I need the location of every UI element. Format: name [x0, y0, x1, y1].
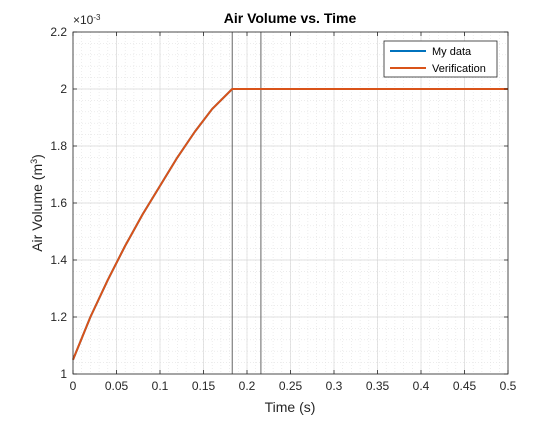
x-tick-label: 0.35 — [366, 379, 390, 393]
y-tick-label: 1.2 — [50, 310, 67, 324]
x-tick-label: 0.3 — [326, 379, 343, 393]
legend-box — [383, 40, 498, 78]
y-tick-label: 2 — [60, 82, 67, 96]
y-tick-label: 2.2 — [50, 25, 67, 39]
chart-title: Air Volume vs. Time — [224, 10, 357, 26]
y-axis-label: Air Volume (m3) — [29, 154, 45, 252]
x-tick-labels: 0 0.05 0.1 0.15 0.2 0.25 0.3 0.35 0.4 0.45 0.5 — [70, 379, 517, 393]
x-tick-label: 0.45 — [453, 379, 477, 393]
y-exponent-label: ×10-3 — [73, 13, 101, 28]
grid — [72, 31, 509, 375]
legend[interactable]: My data Verification — [383, 40, 498, 78]
x-tick-label: 0.5 — [500, 379, 517, 393]
x-tick-label: 0.15 — [192, 379, 216, 393]
y-axis-label-end: ) — [29, 154, 45, 159]
y-exponent-prefix: ×10 — [73, 13, 94, 27]
x-tick-label: 0.2 — [239, 379, 256, 393]
x-tick-label: 0.4 — [413, 379, 430, 393]
y-tick-label: 1.8 — [50, 139, 67, 153]
series-line-verification — [72, 88, 508, 361]
y-tick-label: 1.6 — [50, 196, 67, 210]
y-tick-labels: 1 1.2 1.4 1.6 1.8 2 2.2 — [50, 25, 67, 381]
x-tick-label: 0 — [70, 379, 77, 393]
y-tick-label: 1.4 — [50, 253, 67, 267]
y-exponent-power: -3 — [93, 13, 101, 22]
x-tick-label: 0.1 — [152, 379, 169, 393]
y-axis-label-sup: 3 — [29, 159, 39, 164]
x-tick-label: 0.05 — [105, 379, 129, 393]
ticks — [72, 31, 509, 375]
legend-label-verification: Verification — [432, 63, 486, 75]
x-axis-label: Time (s) — [265, 399, 316, 415]
y-axis-label-main: Air Volume (m — [29, 164, 45, 252]
series — [72, 88, 508, 361]
y-tick-label: 1 — [60, 367, 67, 381]
legend-label-my-data: My data — [432, 46, 472, 58]
x-tick-label: 0.25 — [279, 379, 303, 393]
